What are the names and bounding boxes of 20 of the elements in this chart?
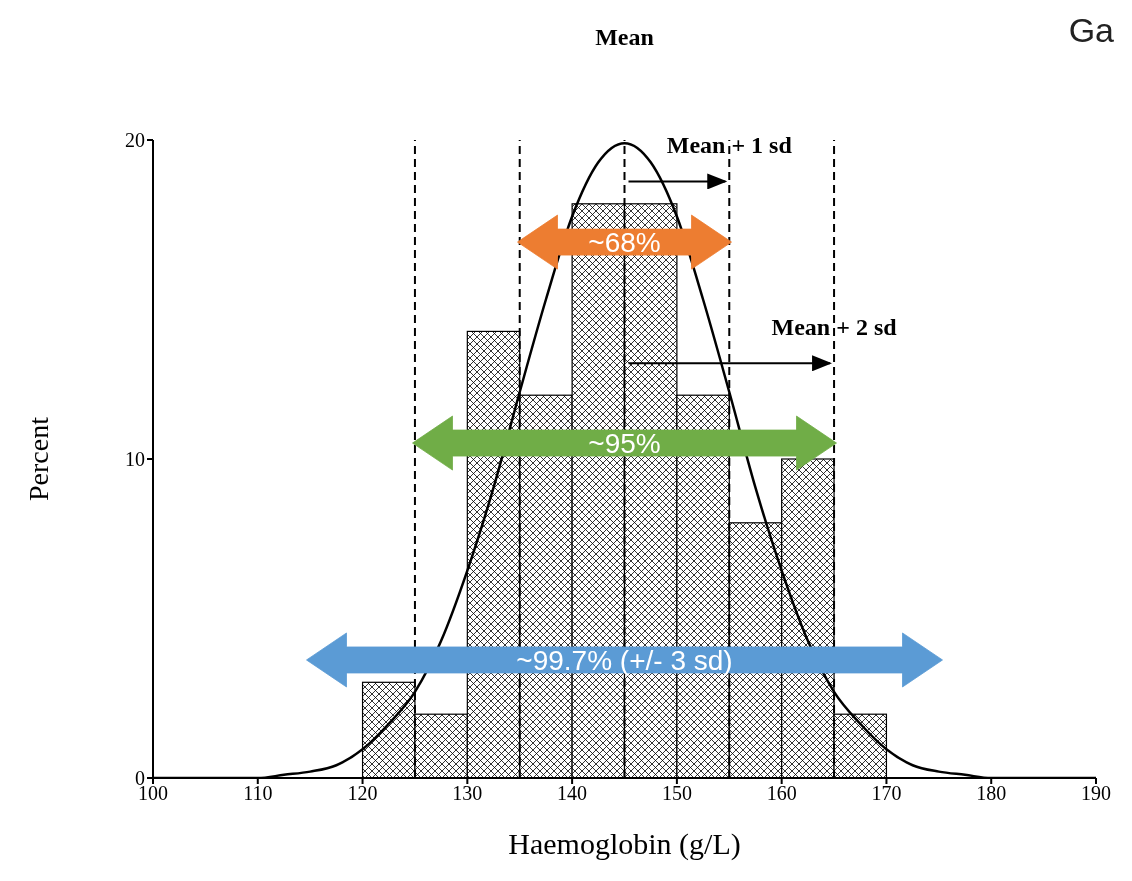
- x-tick-label: 110: [243, 782, 273, 805]
- x-tick-label: 130: [452, 782, 483, 805]
- text: Ga: [1068, 11, 1115, 49]
- x-tick-label: 150: [661, 782, 692, 805]
- x-tick-label: 190: [1081, 782, 1111, 805]
- annotation: ~68%: [588, 227, 661, 259]
- annotation: Mean + 2 sd: [771, 314, 898, 341]
- y-axis-title: Percent: [22, 416, 54, 501]
- annotation: ~95%: [588, 428, 661, 460]
- ref-line-label: Mean: [595, 24, 654, 50]
- y-tick-label: 10: [125, 448, 145, 471]
- x-tick-label: 120: [347, 782, 378, 805]
- annotation: ~99.7% (+/- 3 sd): [516, 644, 733, 676]
- x-tick-label: 170: [871, 782, 902, 805]
- x-axis-title: Haemoglobin (g/L): [508, 827, 741, 861]
- x-tick-label: 160: [766, 782, 797, 805]
- y-tick-label: 20: [125, 129, 145, 152]
- x-tick-label: 140: [557, 782, 588, 805]
- annotation: Mean + 1 sd: [666, 132, 793, 159]
- x-tick-label: 180: [976, 782, 1007, 805]
